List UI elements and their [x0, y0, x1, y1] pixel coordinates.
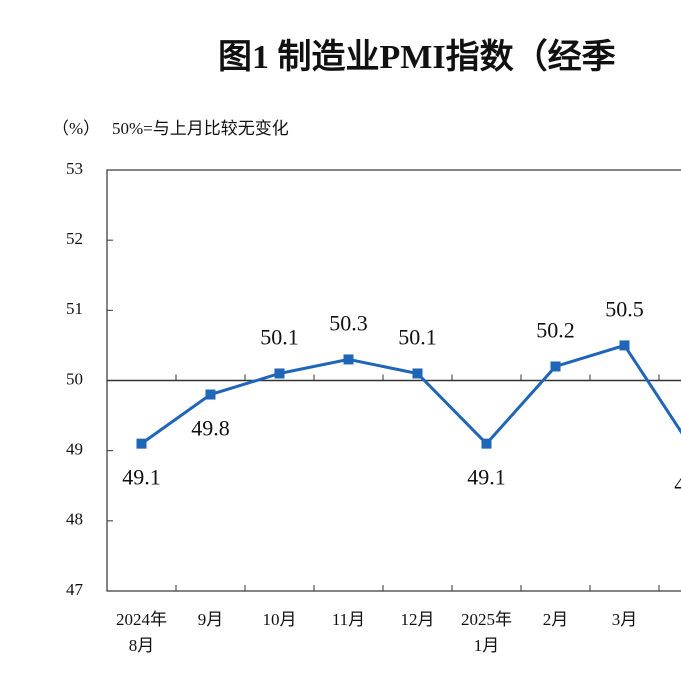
chart-title: 图1 制造业PMI指数（经季 [218, 37, 616, 76]
y-tick-label: 49 [66, 440, 83, 459]
y-tick-label: 47 [66, 580, 84, 599]
data-label: 49.1 [122, 465, 161, 490]
y-tick-label: 53 [66, 159, 83, 178]
x-tick-label: 3月 [612, 610, 638, 629]
data-point [550, 361, 561, 372]
data-label: 50.1 [398, 325, 437, 350]
data-label: 50.3 [329, 310, 368, 335]
data-point [619, 340, 630, 351]
data-point [343, 354, 354, 365]
data-label: 50.1 [260, 325, 299, 350]
x-tick-label: 2025年 1月 [461, 610, 512, 655]
x-tick-label: 2月 [543, 610, 569, 629]
x-tick-label: 11月 [332, 610, 365, 629]
y-tick-label: 48 [66, 510, 83, 529]
data-label: 49.1 [467, 465, 506, 490]
y-axis-label: （%） [52, 119, 100, 138]
data-label: 49.8 [191, 416, 230, 441]
data-label: 50.2 [536, 318, 575, 343]
data-label: 49.0 [674, 472, 681, 497]
x-tick-label: 2024年 8月 [116, 610, 167, 655]
annotation: 50%=与上月比较无变化 [112, 119, 289, 138]
y-tick-label: 51 [66, 299, 83, 318]
data-point [274, 368, 285, 379]
data-point [205, 389, 216, 400]
x-tick-label: 9月 [198, 610, 224, 629]
y-tick-label: 52 [66, 229, 83, 248]
x-tick-label: 10月 [263, 610, 297, 629]
data-point [136, 438, 147, 449]
x-tick-label: 12月 [401, 610, 435, 629]
data-point [412, 368, 423, 379]
data-label: 50.5 [605, 296, 644, 321]
data-point [481, 438, 492, 449]
y-tick-label: 50 [66, 369, 83, 388]
